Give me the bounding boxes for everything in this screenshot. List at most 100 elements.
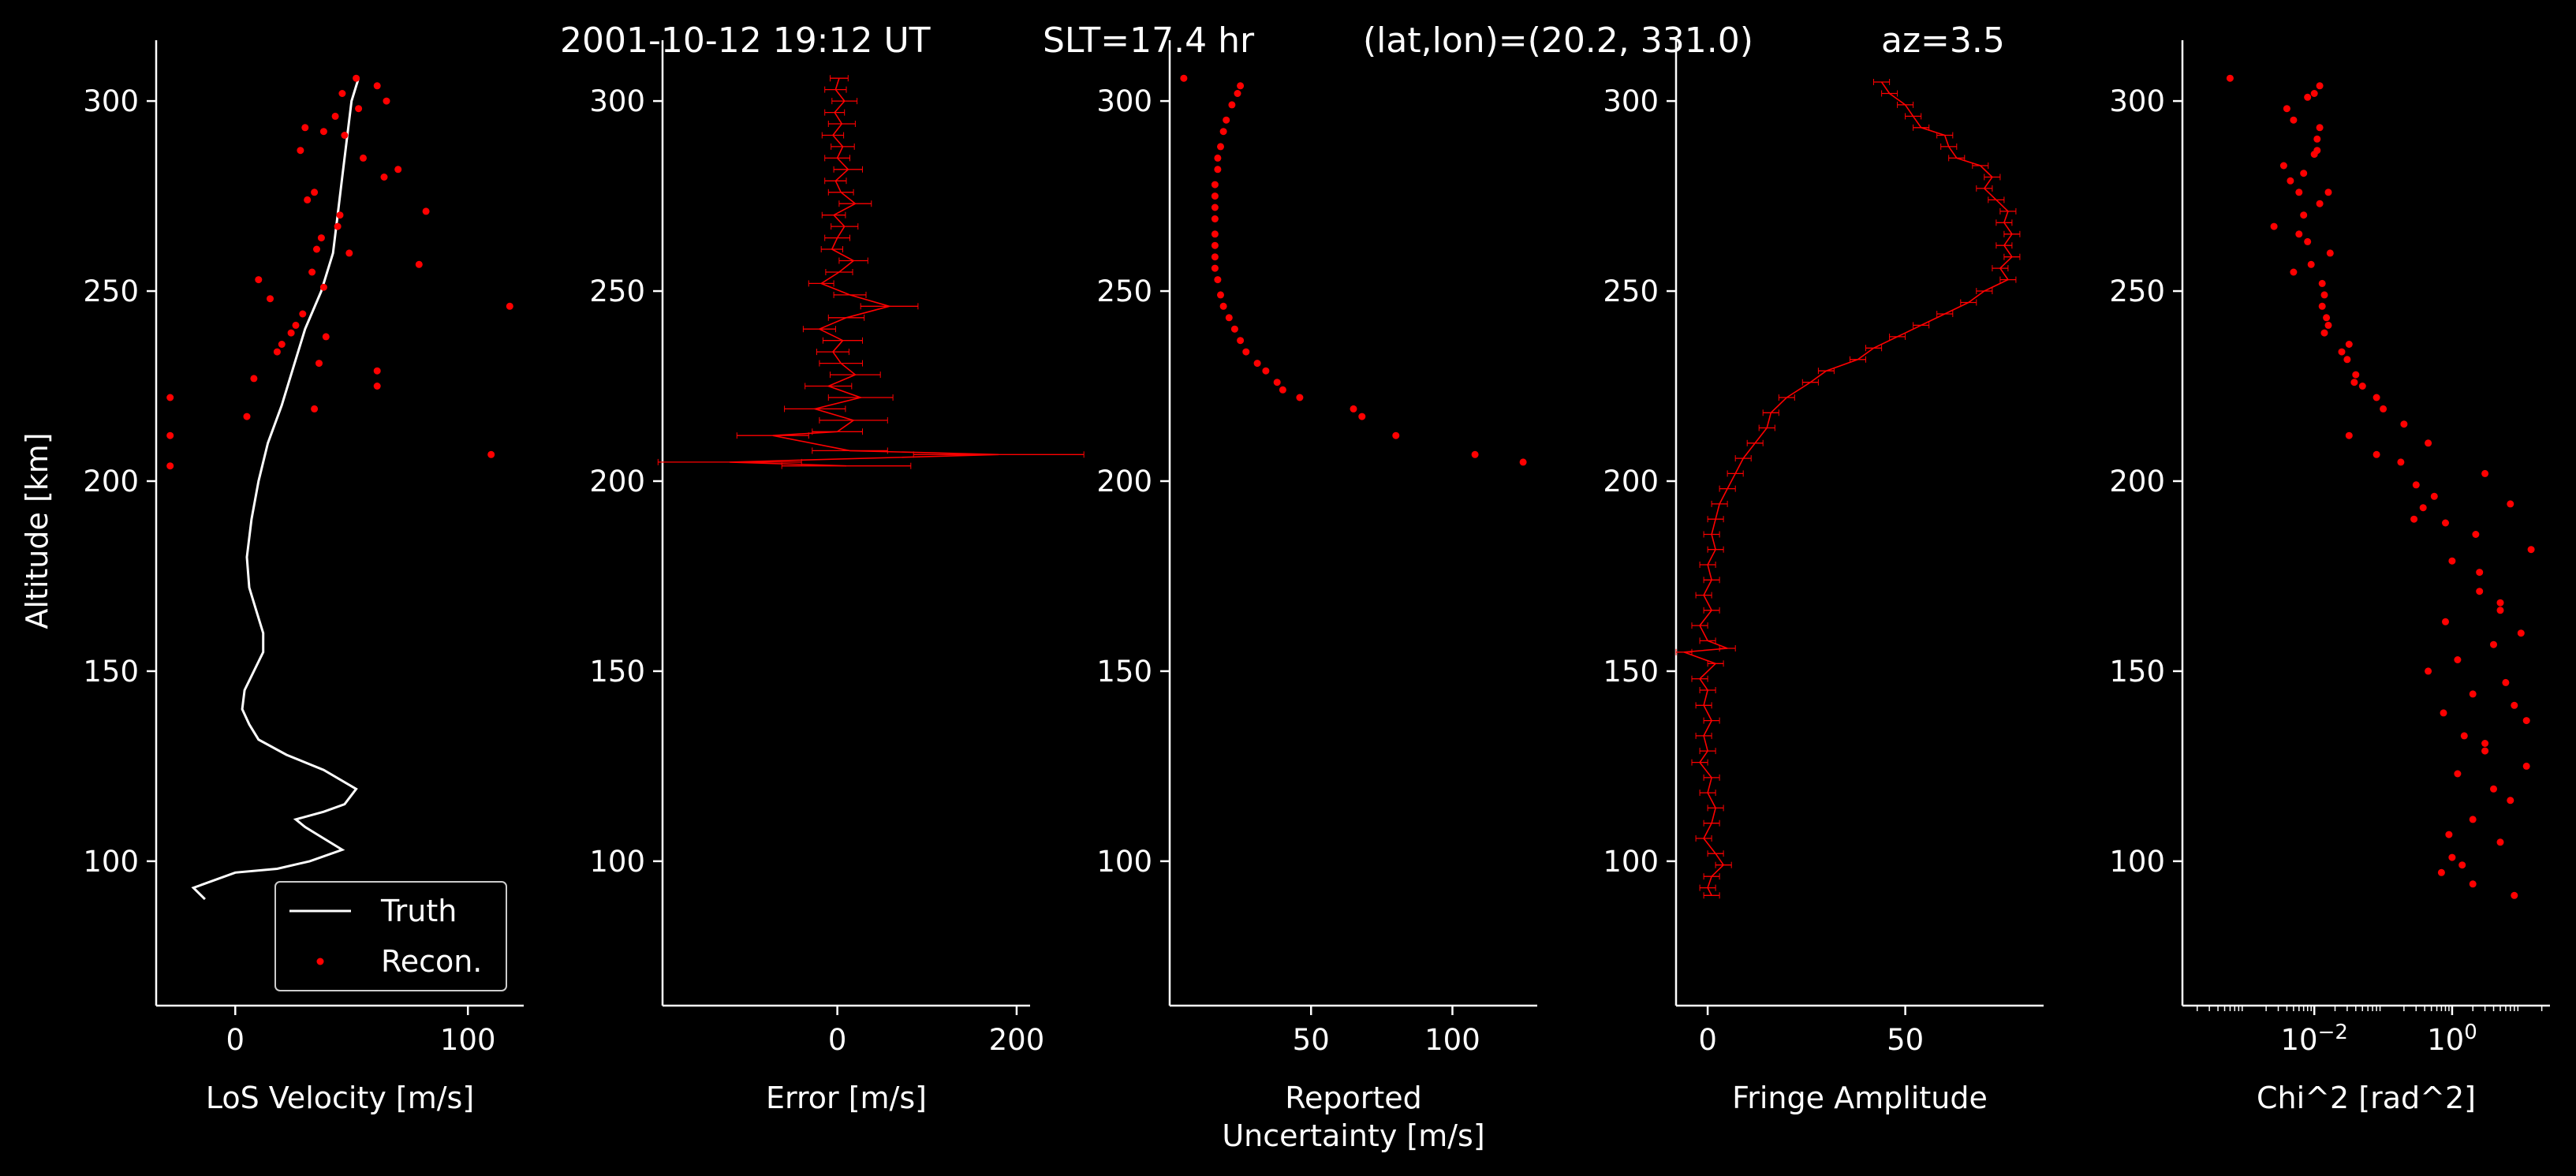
y-tick-label: 250 — [2109, 274, 2165, 308]
data-point — [2350, 379, 2358, 386]
data-point — [1211, 181, 1219, 189]
data-point — [1237, 82, 1245, 90]
data-point — [1273, 379, 1281, 386]
data-point — [1350, 405, 1357, 413]
data-point — [1211, 241, 1219, 249]
y-tick-label: 150 — [1603, 655, 1659, 689]
data-point — [331, 112, 339, 120]
data-point — [287, 329, 295, 337]
data-point — [2320, 329, 2328, 337]
data-point — [1219, 302, 1227, 310]
series-errorline — [1675, 79, 2021, 899]
data-point — [166, 394, 174, 401]
y-tick-label: 300 — [2109, 84, 2165, 118]
legend-box — [274, 881, 507, 991]
data-point — [311, 189, 319, 196]
data-point — [373, 383, 381, 390]
data-point — [2270, 222, 2278, 230]
x-axis-label: Error [m/s] — [766, 1081, 927, 1115]
x-axis-label: LoS Velocity [m/s] — [206, 1081, 474, 1115]
data-point — [2300, 211, 2308, 219]
y-axis-label: Altitude [km] — [20, 432, 54, 629]
data-point — [2507, 500, 2514, 508]
data-point — [311, 405, 319, 413]
data-point — [2343, 356, 2351, 364]
data-point — [341, 132, 349, 139]
data-point — [1230, 325, 1238, 333]
title-slt: SLT=17.4 hr — [1043, 21, 1255, 61]
data-point — [355, 105, 363, 113]
y-tick-label: 250 — [83, 274, 139, 308]
data-point — [2496, 599, 2504, 607]
series-errorline — [657, 75, 1085, 469]
data-point — [2318, 302, 2326, 310]
data-point — [422, 207, 430, 215]
data-point — [2522, 762, 2530, 770]
data-point — [2442, 519, 2449, 527]
data-point — [322, 333, 330, 341]
panel-5: 100 150 200 250 300 10−2 100 Chi^2 [rad^2] — [2109, 40, 2550, 1115]
data-point — [1228, 101, 1236, 109]
data-point — [2469, 880, 2477, 888]
y-tick-label: 200 — [1096, 465, 1152, 498]
data-point — [2476, 569, 2484, 577]
x-tick-label: 100 — [2427, 1021, 2477, 1057]
data-point — [1392, 431, 1400, 439]
data-point — [2352, 371, 2360, 379]
data-point — [166, 431, 174, 439]
data-point — [1358, 413, 1366, 420]
data-point — [255, 276, 263, 284]
y-tick-label: 100 — [83, 845, 139, 879]
data-point — [1253, 360, 1261, 368]
data-point — [267, 295, 274, 303]
x-axis-label: Chi^2 [rad^2] — [2257, 1081, 2476, 1115]
data-point — [373, 82, 381, 90]
data-point — [315, 360, 323, 368]
data-point — [1211, 215, 1219, 222]
data-point — [1214, 154, 1222, 162]
data-point — [2324, 321, 2332, 329]
series-truth — [191, 77, 360, 901]
data-point — [2310, 90, 2318, 97]
x-tick-label: 0 — [1698, 1023, 1717, 1057]
data-point — [1211, 192, 1219, 200]
y-tick-label: 200 — [2109, 465, 2165, 498]
data-point — [317, 234, 325, 242]
legend: Truth Recon. — [274, 881, 507, 991]
data-point — [2502, 678, 2510, 686]
data-point — [2287, 177, 2294, 185]
data-point — [2458, 861, 2466, 869]
data-point — [2442, 618, 2449, 625]
data-point — [1225, 314, 1233, 322]
series-recon — [166, 74, 513, 470]
data-point — [2454, 656, 2462, 663]
x-tick-label: 100 — [440, 1023, 496, 1057]
data-point — [2324, 189, 2332, 196]
data-point — [2300, 170, 2308, 177]
data-point — [2437, 868, 2445, 876]
x-tick-label: 100 — [1424, 1023, 1480, 1057]
data-point — [319, 283, 327, 291]
data-point — [1180, 74, 1188, 82]
data-point — [2304, 93, 2312, 101]
data-point — [250, 375, 258, 383]
data-point — [2283, 105, 2290, 113]
data-point — [2316, 82, 2324, 90]
data-point — [2496, 838, 2504, 846]
data-point — [2226, 74, 2234, 82]
data-point — [1223, 116, 1230, 124]
data-point — [278, 341, 286, 348]
data-point — [353, 74, 360, 82]
legend-recon-label: Recon. — [381, 944, 482, 979]
panel-4: 100 150 200 250 300 0 50 Fringe Amplitude — [1603, 40, 2044, 1115]
data-point — [2380, 405, 2387, 413]
data-point — [2445, 831, 2453, 838]
panels: 100 150 200 250 300 0 100 LoS Velocity [m/s] Alt… — [20, 40, 2550, 1153]
data-point — [506, 302, 513, 310]
data-point — [2310, 151, 2318, 159]
data-point — [2323, 314, 2331, 322]
data-point — [243, 413, 251, 420]
y-tick-label: 200 — [589, 465, 645, 498]
data-point — [345, 249, 353, 257]
